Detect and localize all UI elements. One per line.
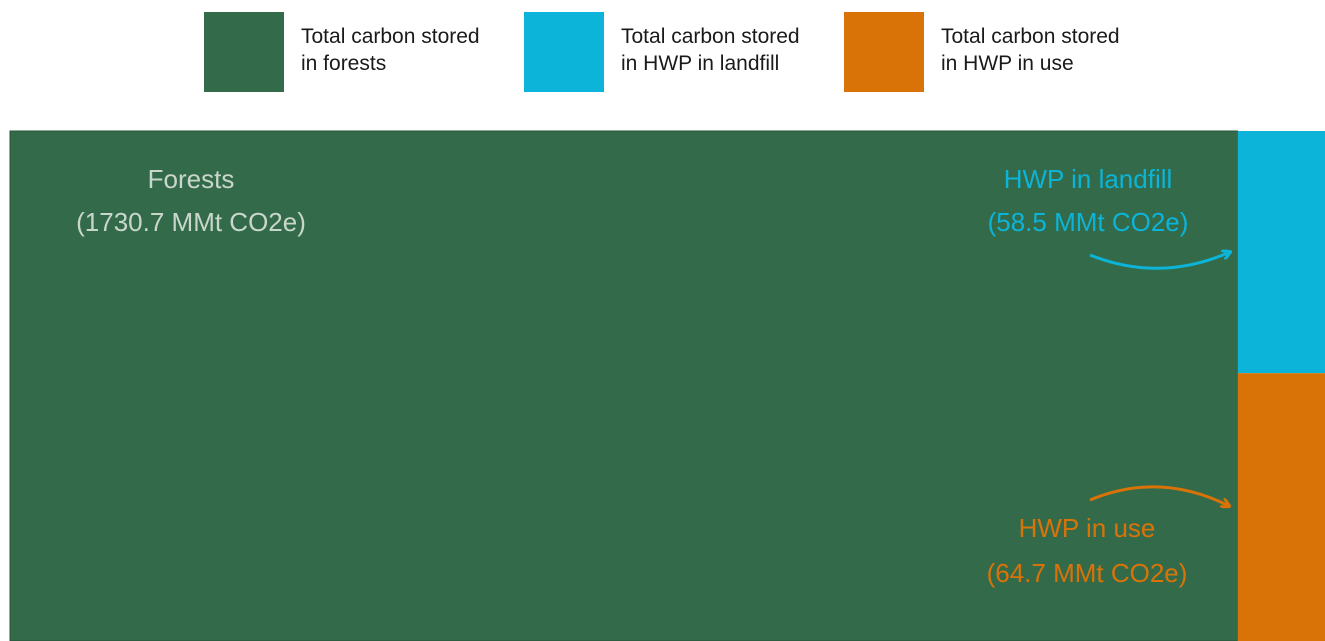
legend: Total carbon stored in forests Total car… [0,0,1325,120]
tile-label-hwp-in-use: HWP in use [1019,513,1156,543]
legend-label-landfill: Total carbon stored in HWP in landfill [621,23,861,77]
tile-value-forests: (1730.7 MMt CO2e) [76,207,306,237]
arrow-in-use-pointer [1089,485,1229,506]
legend-label-forests: Total carbon stored in forests [301,23,541,77]
tile-hwp-landfill [1237,131,1325,374]
legend-label-line1: Total carbon stored [621,25,800,48]
legend-swatch-forests [204,12,284,92]
tile-value-hwp-in-use: (64.7 MMt CO2e) [987,558,1188,588]
tile-label-hwp-landfill: HWP in landfill [1004,164,1173,194]
legend-label-line1: Total carbon stored [301,25,480,48]
tile-label-forests: Forests [148,164,235,194]
legend-label-line1: Total carbon stored [941,25,1120,48]
tile-value-hwp-landfill: (58.5 MMt CO2e) [988,207,1189,237]
legend-label-line2: in HWP in use [941,52,1074,75]
tile-hwp-in-use [1237,373,1325,641]
legend-swatch-in-use [844,12,924,92]
legend-label-in-use: Total carbon stored in HWP in use [941,23,1181,77]
arrow-landfill-pointer [1089,252,1230,270]
tile-forests [9,130,1239,641]
legend-swatch-landfill [524,12,604,92]
legend-label-line2: in HWP in landfill [621,52,780,75]
legend-label-line2: in forests [301,52,387,75]
